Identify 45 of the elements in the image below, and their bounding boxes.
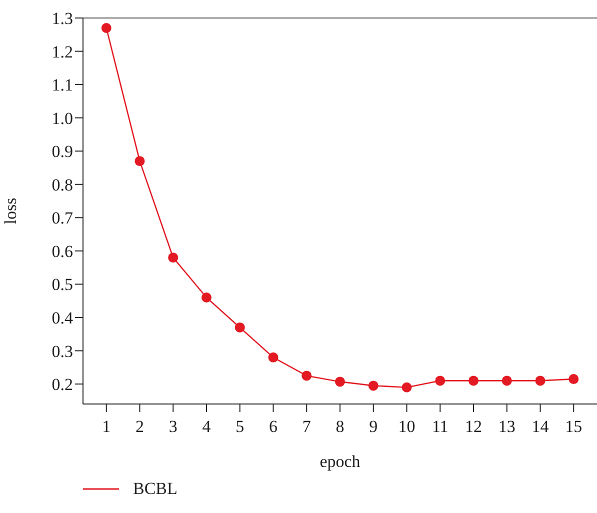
x-tick-label: 14 xyxy=(532,417,550,436)
y-tick-label: 0.9 xyxy=(52,142,73,162)
y-tick-label: 0.7 xyxy=(52,208,74,228)
point xyxy=(568,374,579,384)
x-tick-label: 6 xyxy=(268,417,278,436)
x-tick-label: 8 xyxy=(336,417,344,436)
x-tick-label: 9 xyxy=(369,417,378,436)
y-tick-label: 1.3 xyxy=(52,9,73,28)
x-axis-title: epoch xyxy=(320,452,361,471)
x-tick-label: 11 xyxy=(432,417,448,436)
point xyxy=(468,376,479,386)
x-tick-label: 12 xyxy=(465,417,482,436)
point xyxy=(535,376,546,386)
point xyxy=(368,380,378,391)
x-tick-label: 5 xyxy=(236,417,244,436)
point xyxy=(435,376,446,386)
point xyxy=(402,382,412,392)
y-tick-label: 1.0 xyxy=(52,108,73,128)
x-tick-label: 3 xyxy=(168,417,178,436)
y-tick-label: 0.5 xyxy=(52,275,73,294)
point xyxy=(134,156,145,166)
point xyxy=(101,22,112,33)
y-tick-label: 0.4 xyxy=(52,308,74,328)
x-tick-label: 4 xyxy=(202,417,212,436)
y-tick-label: 0.8 xyxy=(52,175,73,194)
x-tick-label: 10 xyxy=(398,417,416,436)
point xyxy=(201,292,212,303)
y-tick-label: 0.6 xyxy=(52,242,73,261)
legend-label: BCBL xyxy=(133,479,178,499)
x-tick-label: 15 xyxy=(565,417,582,436)
y-tick-label: 0.3 xyxy=(52,342,73,361)
point xyxy=(502,376,512,386)
x-tick-label: 13 xyxy=(498,417,516,436)
x-tick-label: 1 xyxy=(102,417,111,436)
x-tick-label: 2 xyxy=(135,417,144,436)
y-axis-title: loss xyxy=(1,198,20,224)
point xyxy=(234,322,245,332)
point xyxy=(268,352,278,362)
point xyxy=(335,376,345,387)
y-tick-label: 0.2 xyxy=(52,375,73,394)
point xyxy=(168,252,178,263)
y-tick-label: 1.2 xyxy=(52,42,73,62)
x-tick-label: 7 xyxy=(302,417,312,436)
y-tick-label: 1.1 xyxy=(52,76,73,95)
point xyxy=(302,370,312,381)
